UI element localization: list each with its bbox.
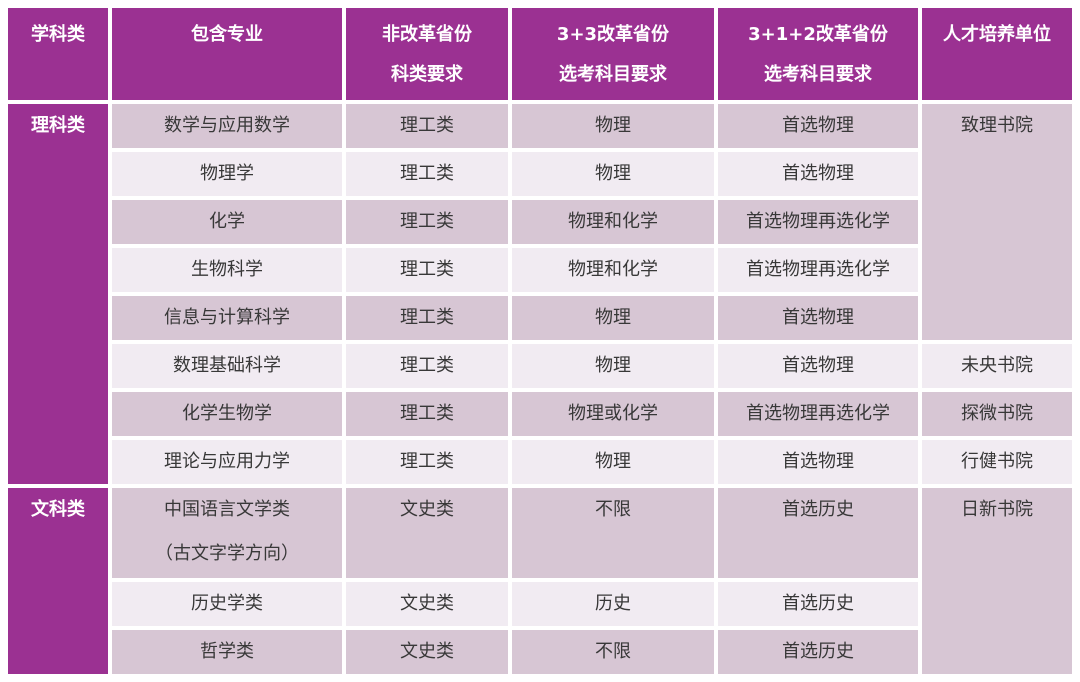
table-row: 文科类 中国语言文学类 （古文字学方向） 文史类 不限 首选历史 日新书院: [8, 488, 1072, 674]
req-3-3-cell: 物理: [512, 344, 714, 388]
header-non-reform: 非改革省份 科类要求: [346, 8, 508, 100]
major-line1: 中国语言文学类: [164, 499, 290, 520]
table-row: 化学生物学 理工类 物理或化学 首选物理再选化学 探微书院: [8, 392, 1072, 436]
college-cell-rixin: 日新书院: [922, 488, 1072, 674]
college-cell-weiyang: 未央书院: [922, 344, 1072, 388]
major-cell: 化学生物学: [112, 392, 342, 436]
req-3-1-2-cell: 首选物理再选化学: [718, 248, 918, 292]
subject-req-cell: 文史类: [346, 488, 508, 578]
table-row: 化学 理工类 物理和化学 首选物理再选化学: [8, 200, 1072, 244]
req-3-3-cell: 历史: [512, 582, 714, 626]
table-row: 理论与应用力学 理工类 物理 首选物理 行健书院: [8, 440, 1072, 484]
req-3-1-2-cell: 首选物理再选化学: [718, 392, 918, 436]
subject-req-cell: 理工类: [346, 296, 508, 340]
req-3-3-cell: 物理: [512, 296, 714, 340]
req-3-3-cell: 不限: [512, 630, 714, 674]
header-reform-3-1-2-line2: 选考科目要求: [764, 64, 872, 85]
subject-req-cell: 文史类: [346, 630, 508, 674]
subject-req-cell: 理工类: [346, 152, 508, 196]
major-cell: 化学: [112, 200, 342, 244]
req-3-3-cell: 物理: [512, 440, 714, 484]
subject-req-cell: 理工类: [346, 104, 508, 148]
major-cell: 生物科学: [112, 248, 342, 292]
header-row: 学科类 包含专业 非改革省份 科类要求 3+3改革省份 选考科目要求 3+1+2…: [8, 8, 1072, 100]
req-3-1-2-cell: 首选历史: [718, 630, 918, 674]
college-cell-tanwei: 探微书院: [922, 392, 1072, 436]
header-reform-3-1-2-line1: 3+1+2改革省份: [748, 24, 888, 45]
table-row: 信息与计算科学 理工类 物理 首选物理: [8, 296, 1072, 340]
header-training-unit: 人才培养单位: [922, 8, 1072, 100]
header-non-reform-line1: 非改革省份: [382, 24, 472, 45]
major-cell: 物理学: [112, 152, 342, 196]
subject-req-cell: 理工类: [346, 200, 508, 244]
section-label-science: 理科类: [8, 104, 108, 484]
subject-req-cell: 理工类: [346, 248, 508, 292]
req-3-3-cell: 物理: [512, 104, 714, 148]
req-3-1-2-cell: 首选物理再选化学: [718, 200, 918, 244]
req-3-3-cell: 物理和化学: [512, 248, 714, 292]
section-label-liberal-arts: 文科类: [8, 488, 108, 674]
subject-req-cell: 文史类: [346, 582, 508, 626]
major-line2: （古文字学方向）: [155, 543, 299, 564]
major-cell: 数理基础科学: [112, 344, 342, 388]
header-reform-3-3-line2: 选考科目要求: [559, 64, 667, 85]
header-reform-3-1-2: 3+1+2改革省份 选考科目要求: [718, 8, 918, 100]
header-subject-category: 学科类: [8, 8, 108, 100]
table-row: 理科类 数学与应用数学 理工类 物理 首选物理 致理书院: [8, 104, 1072, 484]
req-3-3-cell: 物理: [512, 152, 714, 196]
major-cell: 数学与应用数学: [112, 104, 342, 148]
req-3-1-2-cell: 首选物理: [718, 296, 918, 340]
major-cell: 中国语言文学类 （古文字学方向）: [112, 488, 342, 578]
college-cell-zhili: 致理书院: [922, 104, 1072, 340]
subject-req-cell: 理工类: [346, 440, 508, 484]
header-included-majors: 包含专业: [112, 8, 342, 100]
header-reform-3-3: 3+3改革省份 选考科目要求: [512, 8, 714, 100]
req-3-1-2-cell: 首选物理: [718, 152, 918, 196]
header-reform-3-3-line1: 3+3改革省份: [556, 24, 670, 45]
major-cell: 信息与计算科学: [112, 296, 342, 340]
major-cell: 历史学类: [112, 582, 342, 626]
table-row: 物理学 理工类 物理 首选物理: [8, 152, 1072, 196]
subject-req-cell: 理工类: [346, 344, 508, 388]
major-cell: 哲学类: [112, 630, 342, 674]
req-3-1-2-cell: 首选历史: [718, 488, 918, 578]
major-cell: 理论与应用力学: [112, 440, 342, 484]
table-row: 历史学类 文史类 历史 首选历史: [8, 582, 1072, 626]
college-cell-xingjian: 行健书院: [922, 440, 1072, 484]
req-3-1-2-cell: 首选物理: [718, 104, 918, 148]
header-non-reform-line2: 科类要求: [391, 64, 463, 85]
req-3-1-2-cell: 首选物理: [718, 440, 918, 484]
table-row: 生物科学 理工类 物理和化学 首选物理再选化学: [8, 248, 1072, 292]
subject-req-cell: 理工类: [346, 392, 508, 436]
table-row: 哲学类 文史类 不限 首选历史: [8, 630, 1072, 674]
req-3-1-2-cell: 首选物理: [718, 344, 918, 388]
admissions-table: 学科类 包含专业 非改革省份 科类要求 3+3改革省份 选考科目要求 3+1+2…: [4, 4, 1076, 678]
req-3-3-cell: 物理和化学: [512, 200, 714, 244]
req-3-3-cell: 不限: [512, 488, 714, 578]
req-3-3-cell: 物理或化学: [512, 392, 714, 436]
table-row: 数理基础科学 理工类 物理 首选物理 未央书院: [8, 344, 1072, 388]
req-3-1-2-cell: 首选历史: [718, 582, 918, 626]
